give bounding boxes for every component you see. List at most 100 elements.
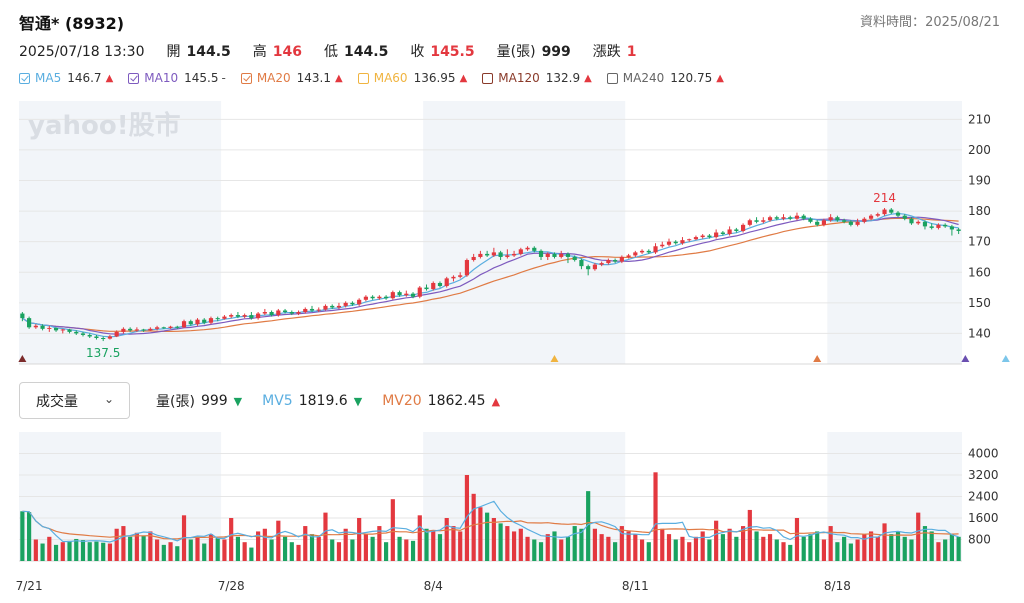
candle-body (929, 226, 934, 228)
volume-bar (491, 518, 496, 561)
checkbox-icon[interactable] (482, 72, 494, 84)
candle-body (511, 253, 517, 256)
candle-body (282, 310, 288, 313)
ma-toggle-ma240[interactable]: MA240 120.75 ▲ (606, 71, 724, 85)
volume-bar (545, 534, 550, 561)
volume-bar (936, 542, 941, 561)
volume-bar (579, 528, 584, 561)
volume-bar (384, 542, 389, 561)
checkbox-icon[interactable] (357, 72, 369, 84)
checkbox-icon[interactable] (19, 72, 30, 84)
checkbox-icon[interactable] (128, 72, 140, 84)
candle-body (747, 220, 752, 225)
volume-bar (949, 534, 954, 561)
volume-bar (687, 542, 692, 561)
checkbox-icon[interactable] (240, 72, 252, 84)
volume-bar (700, 531, 705, 561)
candle-body (377, 296, 382, 299)
ma-toggle-ma20[interactable]: MA20 143.1 ▲ (240, 71, 343, 85)
volume-bar (222, 539, 227, 561)
event-marker-icon (961, 355, 970, 362)
candle-body (269, 312, 274, 316)
volume-bar (781, 542, 786, 561)
candle-body (222, 316, 227, 319)
event-marker-icon (1001, 355, 1010, 362)
candle-body (727, 229, 732, 235)
volume-bar (323, 512, 328, 561)
volume-bar (134, 532, 139, 561)
candle-body (121, 328, 126, 332)
candle-body (289, 312, 294, 314)
volume-bar (505, 526, 510, 561)
triangle-up-icon: ▲ (716, 72, 724, 84)
ma-toggle-ma5[interactable]: MA5 146.7 ▲ (19, 71, 113, 85)
volume-bar (559, 539, 564, 561)
candle-body (357, 299, 362, 305)
volume-bar (168, 542, 173, 561)
candle-body (922, 221, 928, 227)
volume-bar (613, 542, 618, 561)
candle-body (67, 329, 72, 332)
volume-bar (175, 546, 180, 561)
mv5-label: MV5 (262, 393, 293, 409)
mv20-value: 1862.45 (427, 393, 486, 409)
candle-body (74, 331, 79, 334)
x-tick-label: 7/21 (16, 579, 43, 593)
candle-body (532, 247, 537, 251)
volume-bar (707, 539, 712, 561)
ma-name: MA5 (35, 71, 62, 85)
candle-body (202, 319, 207, 323)
candle-body (552, 253, 557, 257)
ma-value: 136.95 (413, 71, 456, 85)
volume-bar (33, 539, 38, 561)
volume-bar (552, 531, 557, 561)
ma-toggle-ma120[interactable]: MA120 132.9 ▲ (482, 71, 592, 85)
triangle-up-icon: ▲ (491, 394, 501, 408)
ma-toggle-ma10[interactable]: MA10 145.5- (128, 71, 226, 85)
ma-toggle-ma60[interactable]: MA60 136.95 ▲ (357, 71, 467, 85)
volume-bar (895, 531, 901, 561)
candle-body (821, 220, 827, 225)
volume-bar (815, 531, 820, 561)
volume-bar (148, 531, 153, 561)
candle-body (458, 275, 463, 277)
ma-value: 146.7 (67, 71, 102, 85)
ma10-line (22, 216, 959, 335)
candle-body (559, 253, 564, 257)
volume-bar (599, 534, 604, 561)
candle-body (181, 321, 187, 328)
volume-bar (27, 512, 32, 561)
indicator-select[interactable]: 成交量 ⌄ (19, 382, 130, 419)
candle-body (410, 293, 416, 297)
candle-body (350, 302, 355, 305)
candle-body (40, 325, 45, 329)
candle-body (842, 220, 847, 222)
volume-tick-label: 3200 (968, 468, 999, 482)
volume-bar (646, 542, 651, 561)
volume-bar (195, 536, 200, 561)
volume-bar (60, 542, 65, 561)
mv5-value: 1819.6 (298, 393, 348, 409)
data-time-value: 2025/08/21 (925, 15, 1000, 30)
candle-body (606, 260, 611, 264)
candle-body (693, 237, 699, 240)
volume-bar (680, 536, 685, 561)
volume-bar (842, 536, 847, 561)
volume-bar (741, 526, 746, 561)
candle-body (33, 325, 38, 328)
indicator-select-value: 成交量 (36, 393, 78, 410)
vol-value: 999 (200, 393, 228, 409)
chevron-down-icon: ⌄ (103, 392, 114, 406)
volume-bar (101, 542, 106, 561)
candle-body (188, 321, 193, 325)
volume-bar (565, 536, 571, 561)
event-marker-icon (813, 355, 822, 362)
volume-bar (107, 543, 113, 561)
volume-bar (606, 536, 611, 561)
checkbox-icon[interactable] (606, 72, 618, 84)
volume-bar (835, 542, 840, 561)
volume-bar (639, 539, 645, 561)
volume-bar (525, 536, 530, 561)
volume-bar (289, 542, 294, 561)
price-tick-label: 170 (968, 235, 991, 249)
